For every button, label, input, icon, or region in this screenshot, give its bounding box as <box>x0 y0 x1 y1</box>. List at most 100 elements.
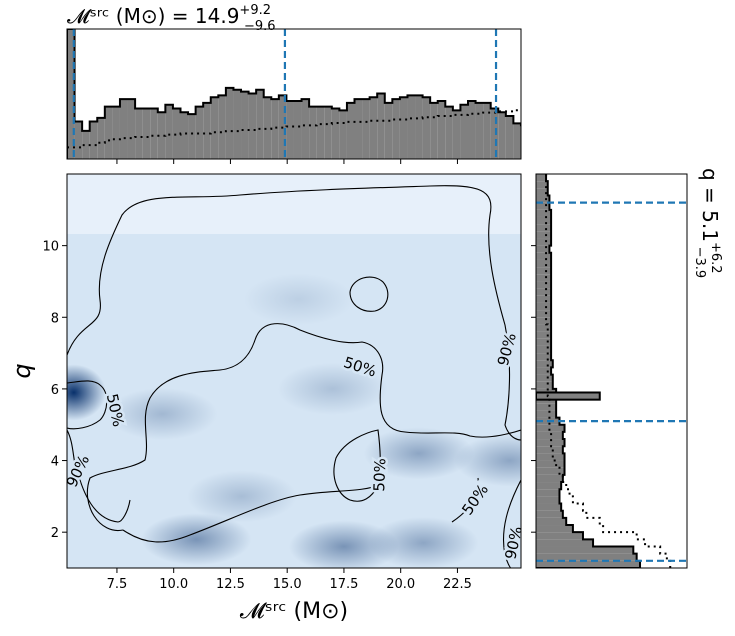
y-tick-label: 4 <box>51 455 59 470</box>
top-bar <box>119 99 128 159</box>
contour-label: 50% <box>370 458 389 492</box>
top-bar <box>505 115 514 159</box>
right-bar <box>536 410 557 418</box>
top-bar <box>188 114 196 159</box>
top-bar <box>725 103 733 159</box>
top-bar <box>316 106 325 159</box>
density-edge-fade-top <box>67 174 521 234</box>
top-filled-histogram <box>67 29 733 159</box>
top-bar <box>271 99 279 159</box>
right-bar <box>536 209 552 217</box>
top-bar <box>97 117 105 159</box>
right-bar <box>536 345 552 354</box>
top-bar <box>112 106 120 159</box>
right-bar <box>536 353 552 361</box>
top-bar <box>362 99 370 159</box>
top-bar <box>529 118 537 159</box>
right-bar <box>536 503 562 511</box>
top-bar <box>430 102 438 159</box>
top-bar <box>710 107 718 159</box>
right-bar <box>536 181 548 189</box>
x-tick-label: 12.5 <box>216 577 245 592</box>
top-bar <box>218 95 226 159</box>
top-bar <box>165 104 173 159</box>
right-bar <box>536 367 552 375</box>
top-bar <box>384 102 393 159</box>
right-bar <box>536 288 552 296</box>
top-bar <box>392 99 400 159</box>
right-bar <box>536 324 552 332</box>
right-bar <box>536 331 552 339</box>
y-axis-ticks: 2 4 6 8 10 <box>42 240 67 541</box>
density-peak <box>141 513 252 566</box>
contour-50-left <box>67 380 108 430</box>
top-bar <box>513 123 521 159</box>
top-axes-frame <box>66 28 522 160</box>
top-bar <box>475 102 484 159</box>
right-bar <box>536 317 552 325</box>
contour-island <box>349 276 389 312</box>
top-bar <box>657 103 665 159</box>
top-bar <box>301 99 310 159</box>
top-bar <box>604 112 612 159</box>
top-bar <box>634 103 642 159</box>
top-bar <box>263 97 272 159</box>
density-peak <box>368 516 479 568</box>
top-bar <box>589 116 597 159</box>
top-bar <box>574 99 582 159</box>
top-bar <box>135 108 143 159</box>
top-bar <box>672 110 680 159</box>
right-bar <box>536 245 550 253</box>
top-bar <box>286 100 294 159</box>
top-bar <box>437 100 446 159</box>
top-bar <box>225 87 234 159</box>
contour-50-right <box>451 477 479 523</box>
top-bar <box>407 95 416 159</box>
x-tick-label: 10.0 <box>159 577 188 592</box>
right-bar <box>536 374 553 382</box>
y-tick-label: 6 <box>51 383 59 398</box>
top-bar <box>354 99 363 159</box>
right-bar <box>536 145 544 152</box>
top-bar <box>241 91 249 159</box>
top-bar <box>233 89 242 159</box>
contour-50-main <box>86 323 521 532</box>
right-bar <box>536 431 563 440</box>
top-bar <box>642 105 650 159</box>
right-bar <box>536 310 552 318</box>
right-bar <box>536 202 550 210</box>
top-bar <box>566 92 574 159</box>
right-bar <box>536 553 637 561</box>
density-peak <box>67 364 106 421</box>
right-bar <box>536 252 552 260</box>
top-bar <box>650 103 658 159</box>
right-bar <box>536 460 565 468</box>
top-bar <box>127 99 136 159</box>
y-tick-label: 10 <box>42 240 59 255</box>
right-spike-bar <box>536 391 601 401</box>
contour-90-lower <box>67 429 131 523</box>
right-bar <box>536 302 552 311</box>
density-peak <box>288 520 399 568</box>
top-marginal-histogram: 𝓜ˢʳᶜ (M⊙) = 14.9+9.2 −9.6 <box>66 3 733 164</box>
top-bar <box>74 121 83 159</box>
right-bar <box>536 338 552 346</box>
top-x-ticks <box>116 159 458 164</box>
y-tick-label: 2 <box>51 526 59 541</box>
right-bar <box>536 546 634 554</box>
top-bar <box>172 108 181 159</box>
top-bar <box>467 100 476 159</box>
top-bar <box>619 105 627 159</box>
density-peaks <box>67 273 521 568</box>
top-bar <box>248 93 257 159</box>
top-bar <box>445 106 453 159</box>
density-peak <box>107 387 218 440</box>
right-marginal-histogram: q = 5.1+6.2−3.9 <box>531 145 723 569</box>
right-bar <box>536 224 552 232</box>
right-bar <box>536 259 552 268</box>
right-histogram-outline <box>536 174 642 568</box>
right-bar <box>536 403 557 411</box>
density-peak <box>363 427 474 480</box>
right-bar <box>536 360 553 368</box>
